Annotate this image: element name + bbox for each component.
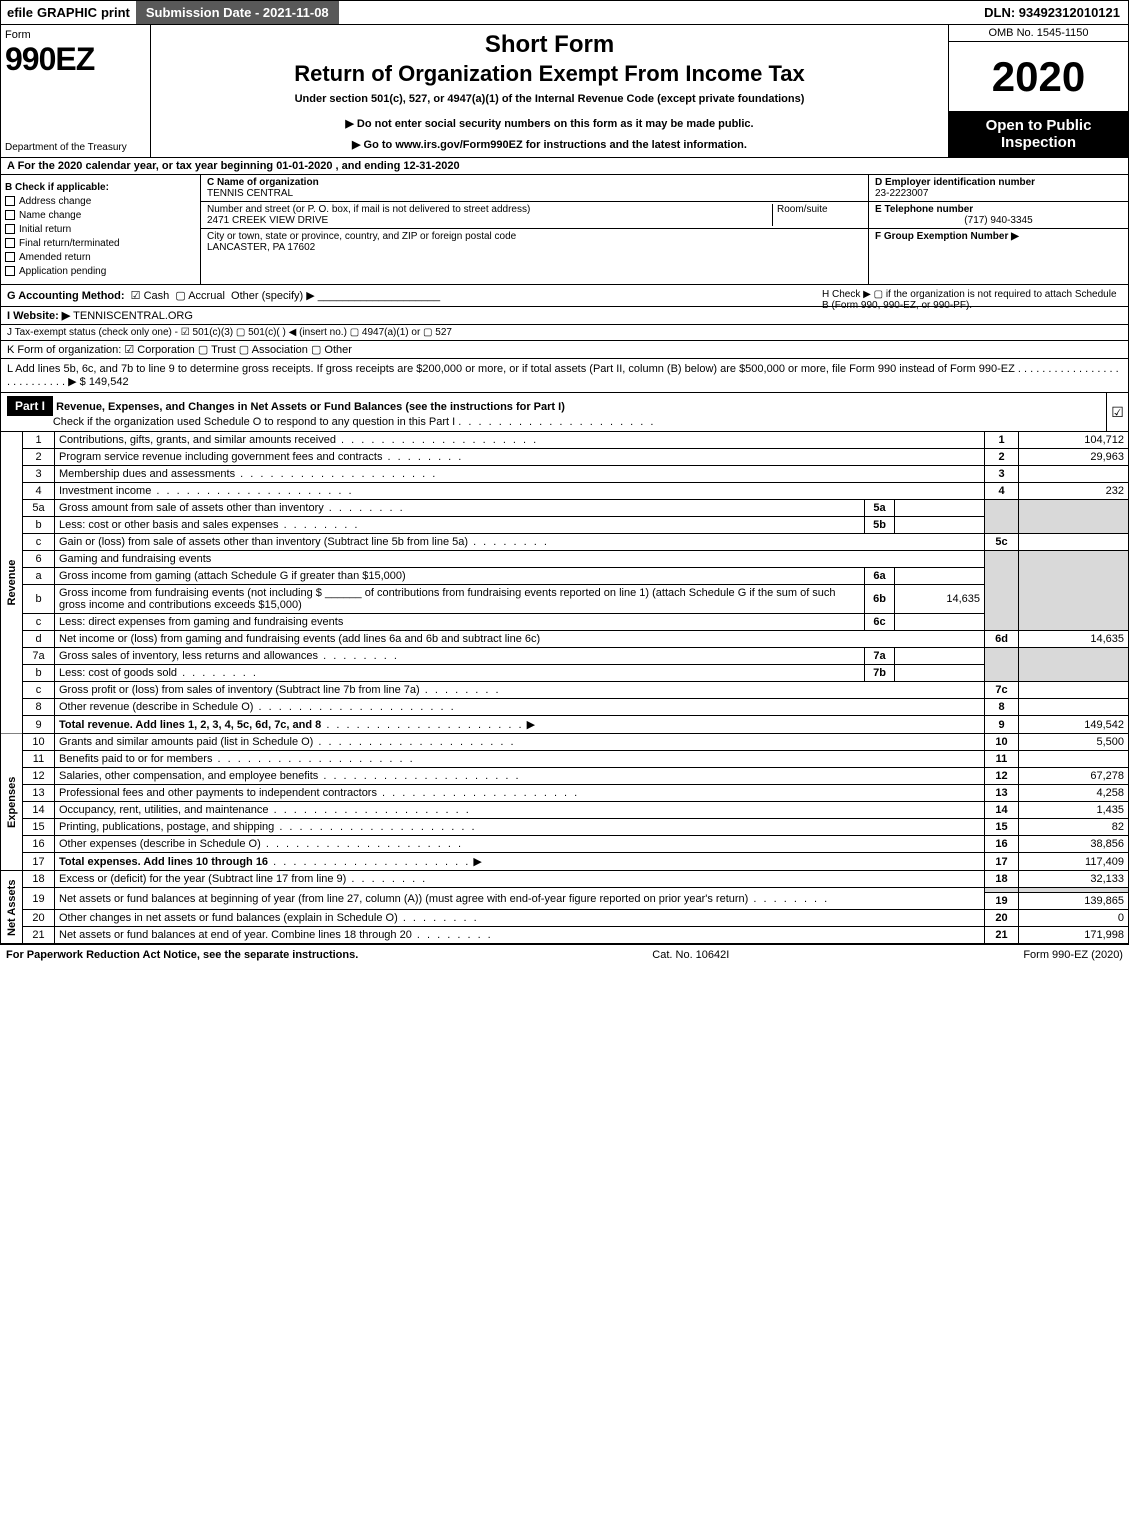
line17-amount: 117,409 bbox=[1019, 853, 1129, 871]
e-label: E Telephone number bbox=[875, 204, 1122, 215]
form-number: 990EZ bbox=[5, 41, 146, 78]
return-title: Return of Organization Exempt From Incom… bbox=[157, 61, 942, 87]
b-checkboxes: B Check if applicable: Address change Na… bbox=[1, 175, 201, 284]
line13-amount: 4,258 bbox=[1019, 785, 1129, 802]
h-check: H Check ▶ ▢ if the organization is not r… bbox=[822, 289, 1122, 311]
g-other: Other (specify) ▶ bbox=[231, 290, 315, 302]
omb-number: OMB No. 1545-1150 bbox=[949, 25, 1128, 42]
footer-left: For Paperwork Reduction Act Notice, see … bbox=[6, 949, 358, 961]
line7c-amount bbox=[1019, 682, 1129, 699]
print-label[interactable]: print bbox=[101, 5, 130, 20]
part1-header-row: Part I Revenue, Expenses, and Changes in… bbox=[0, 393, 1129, 432]
page-footer: For Paperwork Reduction Act Notice, see … bbox=[0, 944, 1129, 965]
netassets-side-label: Net Assets bbox=[1, 871, 23, 944]
under-section: Under section 501(c), 527, or 4947(a)(1)… bbox=[157, 93, 942, 105]
dept-treasury: Department of the Treasury bbox=[5, 142, 146, 153]
addr-label: Number and street (or P. O. box, if mail… bbox=[207, 204, 772, 215]
line10-amount: 5,500 bbox=[1019, 734, 1129, 751]
g-label: G Accounting Method: bbox=[7, 290, 125, 302]
website-value[interactable]: TENNISCENTRAL.ORG bbox=[73, 310, 193, 322]
row-k-form-org: K Form of organization: ☑ Corporation ▢ … bbox=[0, 341, 1129, 359]
dln: DLN: 93492312010121 bbox=[976, 1, 1128, 24]
title-block: Form 990EZ Department of the Treasury Sh… bbox=[0, 25, 1129, 158]
top-header: efile GRAPHIC print Submission Date - 20… bbox=[0, 0, 1129, 25]
row-a-period: A For the 2020 calendar year, or tax yea… bbox=[0, 158, 1129, 175]
part1-check-text: Check if the organization used Schedule … bbox=[53, 416, 455, 428]
part1-checkbox[interactable]: ☑ bbox=[1106, 393, 1128, 431]
line15-amount: 82 bbox=[1019, 819, 1129, 836]
chk-final-return[interactable]: Final return/terminated bbox=[5, 238, 196, 249]
line6b-value: 14,635 bbox=[895, 585, 985, 614]
line2-amount: 29,963 bbox=[1019, 449, 1129, 466]
d-label: D Employer identification number bbox=[875, 177, 1122, 188]
title-mid: Short Form Return of Organization Exempt… bbox=[151, 25, 948, 157]
footer-mid: Cat. No. 10642I bbox=[652, 949, 729, 961]
part1-title: Revenue, Expenses, and Changes in Net As… bbox=[56, 401, 565, 413]
line5c-amount bbox=[1019, 534, 1129, 551]
row-j-tax-status: J Tax-exempt status (check only one) - ☑… bbox=[0, 325, 1129, 341]
title-right: OMB No. 1545-1150 2020 Open to Public In… bbox=[948, 25, 1128, 157]
b-label: B Check if applicable: bbox=[5, 182, 196, 193]
org-name: TENNIS CENTRAL bbox=[207, 188, 862, 199]
line18-amount: 32,133 bbox=[1019, 871, 1129, 888]
line1-amount: 104,712 bbox=[1019, 432, 1129, 449]
g-accrual: Accrual bbox=[188, 290, 225, 302]
line8-amount bbox=[1019, 699, 1129, 716]
part1-lines-table: Revenue 1 Contributions, gifts, grants, … bbox=[0, 432, 1129, 944]
graphic-label[interactable]: GRAPHIC bbox=[37, 5, 97, 20]
expenses-side-label: Expenses bbox=[1, 734, 23, 871]
short-form-title: Short Form bbox=[157, 31, 942, 59]
b-right-column: D Employer identification number 23-2223… bbox=[868, 175, 1128, 284]
part1-label: Part I bbox=[7, 396, 53, 416]
line21-amount: 171,998 bbox=[1019, 927, 1129, 944]
room-label: Room/suite bbox=[777, 204, 828, 215]
goto-link[interactable]: ▶ Go to www.irs.gov/Form990EZ for instru… bbox=[157, 138, 942, 151]
chk-amended-return[interactable]: Amended return bbox=[5, 252, 196, 263]
line11-amount bbox=[1019, 751, 1129, 768]
line20-amount: 0 bbox=[1019, 910, 1129, 927]
row-l-gross-receipts: L Add lines 5b, 6c, and 7b to line 9 to … bbox=[0, 359, 1129, 393]
line3-amount bbox=[1019, 466, 1129, 483]
b-mid-column: C Name of organization TENNIS CENTRAL Nu… bbox=[201, 175, 868, 284]
addr-value: 2471 CREEK VIEW DRIVE bbox=[207, 215, 772, 226]
phone-value: (717) 940-3345 bbox=[875, 215, 1122, 226]
submission-date: Submission Date - 2021-11-08 bbox=[136, 1, 339, 24]
open-public: Open to Public Inspection bbox=[949, 111, 1128, 157]
tax-year: 2020 bbox=[949, 42, 1128, 111]
line19-amount: 139,865 bbox=[1019, 893, 1129, 910]
chk-initial-return[interactable]: Initial return bbox=[5, 224, 196, 235]
form-id-cell: Form 990EZ Department of the Treasury bbox=[1, 25, 151, 157]
footer-right: Form 990-EZ (2020) bbox=[1023, 949, 1123, 961]
ein-value: 23-2223007 bbox=[875, 188, 1122, 199]
revenue-side-label: Revenue bbox=[1, 432, 23, 734]
line14-amount: 1,435 bbox=[1019, 802, 1129, 819]
chk-address-change[interactable]: Address change bbox=[5, 196, 196, 207]
line4-amount: 232 bbox=[1019, 483, 1129, 500]
ssn-warning: ▶ Do not enter social security numbers o… bbox=[157, 117, 942, 130]
g-cash: Cash bbox=[144, 290, 170, 302]
line6d-amount: 14,635 bbox=[1019, 631, 1129, 648]
efile-label[interactable]: efile bbox=[7, 5, 33, 20]
city-value: LANCASTER, PA 17602 bbox=[207, 242, 862, 253]
form-word: Form bbox=[5, 29, 146, 41]
line16-amount: 38,856 bbox=[1019, 836, 1129, 853]
city-label: City or town, state or province, country… bbox=[207, 231, 862, 242]
chk-application-pending[interactable]: Application pending bbox=[5, 266, 196, 277]
efile-graphic-print: efile GRAPHIC print bbox=[1, 1, 136, 24]
c-label: C Name of organization bbox=[207, 177, 862, 188]
section-b-through-f: B Check if applicable: Address change Na… bbox=[0, 175, 1129, 285]
line9-amount: 149,542 bbox=[1019, 716, 1129, 734]
chk-name-change[interactable]: Name change bbox=[5, 210, 196, 221]
section-g-h: G Accounting Method: ☑ Cash ▢ Accrual Ot… bbox=[0, 285, 1129, 307]
f-label: F Group Exemption Number ▶ bbox=[875, 231, 1122, 242]
line12-amount: 67,278 bbox=[1019, 768, 1129, 785]
